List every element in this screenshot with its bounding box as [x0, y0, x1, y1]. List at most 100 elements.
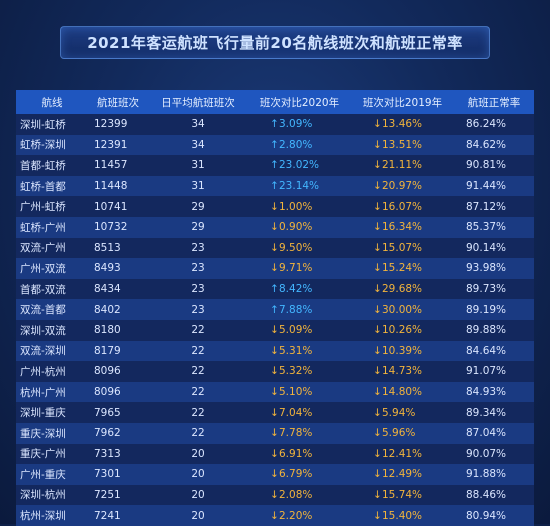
change-value: 14.80%: [382, 386, 423, 399]
arrow-down-icon: ↓: [270, 324, 279, 337]
vs-2020-cell: ↓9.71%: [248, 258, 351, 279]
header-route: 航线: [41, 96, 63, 109]
arrow-down-icon: ↓: [373, 447, 382, 460]
on-time-rate-cell: 84.64%: [466, 344, 507, 357]
daily-avg-cell: 20: [191, 509, 205, 522]
header-vs-2019: 班次对比2019年: [362, 96, 443, 109]
change-value: 3.09%: [279, 118, 313, 131]
table-row: 双流-深圳 8179 22 ↓5.31% ↓10.39% 84.64%: [16, 340, 534, 362]
route-cell: 首都-虹桥: [20, 159, 66, 172]
change-value: 9.50%: [279, 241, 313, 254]
table-row: 广州-虹桥 10741 29 ↓1.00% ↓16.07% 87.12%: [16, 196, 534, 217]
change-value: 7.04%: [279, 406, 313, 419]
on-time-rate-cell: 85.37%: [466, 221, 507, 234]
vs-2020-cell: ↓7.78%: [248, 423, 351, 444]
change-value: 6.91%: [279, 447, 313, 460]
table-row: 双流-首都 8402 23 ↑7.88% ↓30.00% 89.19%: [16, 299, 534, 320]
arrow-down-icon: ↓: [373, 303, 382, 316]
arrow-down-icon: ↓: [270, 241, 279, 254]
flights-cell: 12391: [94, 138, 128, 151]
change-value: 8.42%: [279, 283, 313, 296]
change-value: 16.07%: [382, 200, 423, 213]
table-row: 首都-双流 8434 23 ↑8.42% ↓29.68% 89.73%: [16, 278, 534, 300]
table-row: 首都-虹桥 11457 31 ↑23.02% ↓21.11% 90.81%: [16, 155, 534, 176]
on-time-rate-cell: 91.44%: [466, 180, 507, 193]
change-value: 15.40%: [382, 509, 423, 522]
flights-cell: 8180: [94, 324, 121, 337]
vs-2019-cell: ↓15.40%: [351, 505, 454, 526]
route-cell: 双流-深圳: [20, 345, 66, 358]
route-cell: 重庆-广州: [20, 448, 66, 461]
on-time-rate-cell: 93.98%: [466, 262, 507, 275]
vs-2020-cell: ↑7.88%: [248, 299, 351, 320]
on-time-rate-cell: 90.07%: [466, 447, 507, 460]
arrow-down-icon: ↓: [373, 283, 382, 296]
vs-2019-cell: ↓16.34%: [351, 217, 454, 238]
change-value: 30.00%: [382, 303, 423, 316]
arrow-up-icon: ↑: [270, 303, 279, 316]
arrow-down-icon: ↓: [270, 509, 279, 522]
change-value: 9.71%: [279, 262, 313, 275]
daily-avg-cell: 22: [191, 365, 205, 378]
table-row: 重庆-深圳 7962 22 ↓7.78% ↓5.96% 87.04%: [16, 422, 534, 444]
vs-2019-cell: ↓5.94%: [351, 402, 454, 423]
route-cell: 深圳-重庆: [20, 407, 66, 420]
table-row: 重庆-广州 7313 20 ↓6.91% ↓12.41% 90.07%: [16, 443, 534, 465]
daily-avg-cell: 23: [191, 303, 205, 316]
page-title: 2021年客运航班飞行量前20名航线班次和航班正常率: [60, 26, 490, 59]
change-value: 15.24%: [382, 262, 423, 275]
arrow-down-icon: ↓: [270, 344, 279, 357]
arrow-down-icon: ↓: [373, 262, 382, 275]
arrow-down-icon: ↓: [373, 427, 382, 440]
table-row: 杭州-深圳 7241 20 ↓2.20% ↓15.40% 80.94%: [16, 505, 534, 526]
on-time-rate-cell: 91.88%: [466, 468, 507, 481]
vs-2020-cell: ↑2.80%: [248, 135, 351, 156]
vs-2019-cell: ↓13.46%: [351, 114, 454, 135]
arrow-down-icon: ↓: [373, 324, 382, 337]
vs-2019-cell: ↓12.41%: [351, 444, 454, 465]
header-on-time-rate: 航班正常率: [467, 96, 521, 109]
change-value: 5.31%: [279, 344, 313, 357]
on-time-rate-cell: 89.88%: [466, 324, 507, 337]
flights-cell: 7251: [94, 488, 121, 501]
arrow-down-icon: ↓: [373, 488, 382, 501]
flights-cell: 7962: [94, 427, 121, 440]
flights-cell: 8096: [94, 386, 121, 399]
vs-2019-cell: ↓13.51%: [351, 135, 454, 156]
flights-cell: 7241: [94, 509, 121, 522]
arrow-up-icon: ↑: [270, 180, 279, 193]
vs-2019-cell: ↓20.97%: [351, 176, 454, 197]
arrow-down-icon: ↓: [373, 159, 382, 172]
daily-avg-cell: 20: [191, 447, 205, 460]
flights-cell: 8493: [94, 262, 121, 275]
change-value: 2.08%: [279, 488, 313, 501]
route-cell: 深圳-杭州: [20, 489, 66, 502]
flights-cell: 7301: [94, 468, 121, 481]
change-value: 21.11%: [382, 159, 423, 172]
route-cell: 首都-双流: [20, 283, 66, 296]
daily-avg-cell: 23: [191, 241, 205, 254]
daily-avg-cell: 29: [191, 200, 205, 213]
change-value: 23.14%: [279, 180, 320, 193]
flights-cell: 10741: [94, 200, 128, 213]
change-value: 13.46%: [382, 118, 423, 131]
vs-2019-cell: ↓5.96%: [351, 423, 454, 444]
arrow-up-icon: ↑: [270, 118, 279, 131]
on-time-rate-cell: 84.62%: [466, 138, 507, 151]
vs-2019-cell: ↓21.11%: [351, 155, 454, 176]
vs-2020-cell: ↓9.50%: [248, 238, 351, 259]
change-value: 29.68%: [382, 283, 423, 296]
daily-avg-cell: 20: [191, 488, 205, 501]
change-value: 7.78%: [279, 427, 313, 440]
change-value: 5.96%: [382, 427, 416, 440]
daily-avg-cell: 22: [191, 406, 205, 419]
flights-cell: 8402: [94, 303, 121, 316]
arrow-down-icon: ↓: [373, 406, 382, 419]
table-row: 虹桥-深圳 12391 34 ↑2.80% ↓13.51% 84.62%: [16, 134, 534, 156]
vs-2020-cell: ↓6.91%: [248, 444, 351, 465]
vs-2019-cell: ↓15.24%: [351, 258, 454, 279]
route-cell: 广州-重庆: [20, 468, 66, 481]
arrow-down-icon: ↓: [373, 386, 382, 399]
change-value: 20.97%: [382, 180, 423, 193]
change-value: 13.51%: [382, 138, 423, 151]
